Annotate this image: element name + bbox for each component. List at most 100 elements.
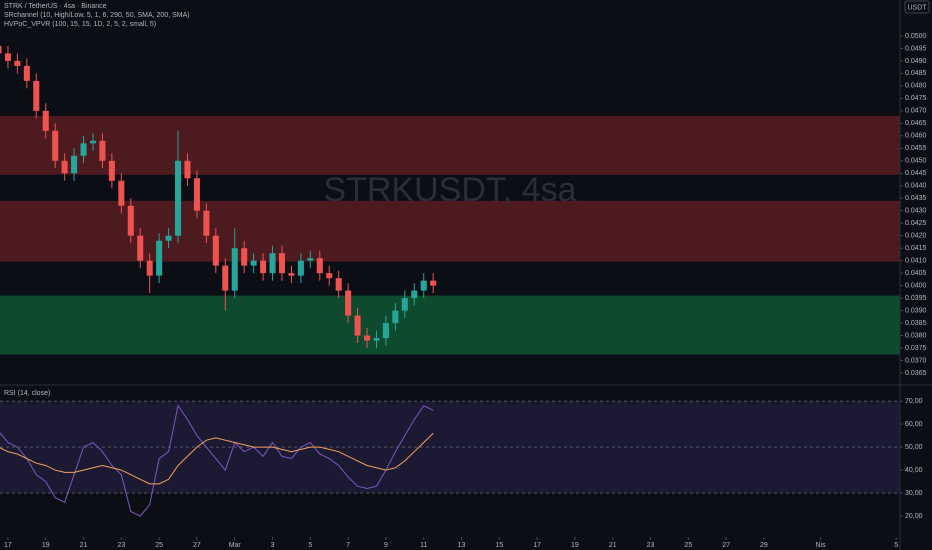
x-tick-label: Nis	[816, 542, 827, 549]
x-tick-label: 25	[155, 542, 163, 549]
candle-body	[146, 260, 153, 276]
y-tick-label: 0.0425	[905, 220, 927, 227]
y-tick-label: 0.0440	[905, 183, 927, 190]
x-tick-label: 15	[495, 542, 503, 549]
candle-body	[411, 290, 418, 299]
candle-body	[231, 248, 238, 291]
candle-body	[420, 280, 427, 291]
candle-body	[307, 258, 314, 261]
x-tick-label: 19	[42, 542, 50, 549]
x-tick-label: Mar	[229, 542, 242, 549]
candle-body	[316, 258, 323, 274]
y-tick-label: 0.0365	[905, 370, 927, 377]
y-tick-label: 0.0405	[905, 270, 927, 277]
y-tick-label: 0.0380	[905, 332, 927, 339]
candle-body	[42, 110, 49, 131]
candle-body	[80, 143, 87, 156]
candle-body	[184, 160, 191, 179]
candle-body	[89, 140, 97, 144]
y-tick-label: 30,00	[905, 490, 923, 497]
candle-body	[392, 310, 399, 324]
rsi-line	[0, 432, 434, 485]
watermark: STRKUSDT, 4sa	[323, 171, 576, 209]
y-tick-label: 0.0370	[905, 357, 927, 364]
y-tick-label: 0.0500	[905, 33, 927, 40]
candle-body	[297, 260, 304, 276]
candle-body	[14, 60, 21, 66]
candle-body	[175, 160, 182, 236]
x-tick-label: 11	[420, 542, 427, 549]
x-tick-label: 29	[760, 542, 768, 549]
candle-body	[108, 160, 115, 181]
y-tick-label: 0.0420	[905, 233, 927, 240]
x-tick-label: 17	[4, 542, 12, 549]
y-tick-label: 0.0385	[905, 320, 927, 327]
candle-body	[99, 140, 106, 161]
candle-body	[52, 130, 59, 161]
candle-body	[260, 260, 267, 274]
candle-body	[61, 160, 68, 174]
x-tick-label: 13	[458, 542, 466, 549]
candle-body	[23, 65, 30, 81]
y-tick-label: 0.0430	[905, 208, 927, 215]
candle-body	[71, 155, 78, 174]
zone	[0, 115, 900, 175]
y-tick-label: 0.0480	[905, 83, 927, 90]
candle-body	[165, 235, 172, 241]
y-tick-label: 0.0460	[905, 133, 927, 140]
y-tick-label: 20,00	[905, 513, 923, 520]
y-tick-label: 50,00	[905, 444, 923, 451]
y-tick-label: 70,00	[905, 398, 923, 405]
candle-body	[156, 240, 163, 276]
y-tick-label: 60,00	[905, 421, 923, 428]
x-tick-label: 27	[193, 542, 201, 549]
y-tick-label: 0.0415	[905, 245, 927, 252]
zone	[0, 200, 900, 262]
candle-body	[326, 273, 333, 279]
y-tick-label: 0.0390	[905, 307, 927, 314]
indicator-label: HVPoC_VPVR (100, 15, 15, 1D, 2, 5, 2, sm…	[4, 21, 156, 28]
x-tick-label: 7	[346, 542, 350, 549]
x-tick-label: 23	[647, 542, 655, 549]
candle-body	[364, 335, 371, 341]
candle-body	[335, 278, 342, 291]
currency: USDT	[907, 4, 927, 11]
y-tick-label: 0.0395	[905, 295, 927, 302]
candle-body	[4, 53, 11, 61]
x-tick-label: 21	[609, 542, 617, 549]
candle-body	[193, 178, 200, 211]
x-tick-label: 9	[384, 542, 388, 549]
candle-body	[345, 290, 352, 316]
candle-body	[373, 338, 380, 341]
x-tick-label: 5	[894, 542, 898, 549]
x-tick-label: 23	[117, 542, 125, 549]
candle-body	[127, 205, 134, 236]
y-tick-label: 0.0410	[905, 258, 927, 265]
symbol-title: STRK / TetherUS · 4sa · Binance	[4, 3, 107, 10]
y-tick-label: 0.0375	[905, 345, 927, 352]
currency-badge[interactable]	[904, 0, 930, 14]
y-tick-label: 0.0455	[905, 145, 927, 152]
y-tick-label: 0.0445	[905, 170, 927, 177]
x-tick-label: 25	[684, 542, 692, 549]
y-tick-label: 0.0485	[905, 70, 927, 77]
x-tick-label: 19	[571, 542, 579, 549]
candle-body	[0, 45, 2, 54]
candle-body	[203, 210, 210, 236]
x-tick-label: 17	[533, 542, 541, 549]
x-tick-label: 5	[308, 542, 312, 549]
plot-layer	[0, 35, 903, 540]
candle-body	[222, 265, 229, 291]
y-tick-label: 40,00	[905, 467, 923, 474]
y-tick-label: 0.0470	[905, 108, 927, 115]
indicator-label: SRchannel (10, High/Low, 5, 1, 6, 290, 5…	[4, 12, 190, 19]
candle-body	[137, 235, 144, 261]
x-tick-label: 3	[271, 542, 275, 549]
y-tick-label: 0.0495	[905, 45, 927, 52]
rsi-title: RSI (14, close)	[4, 390, 50, 397]
candle-body	[288, 273, 295, 276]
y-tick-label: 0.0475	[905, 95, 927, 102]
candle-body	[278, 253, 286, 274]
candle-body	[118, 180, 125, 206]
